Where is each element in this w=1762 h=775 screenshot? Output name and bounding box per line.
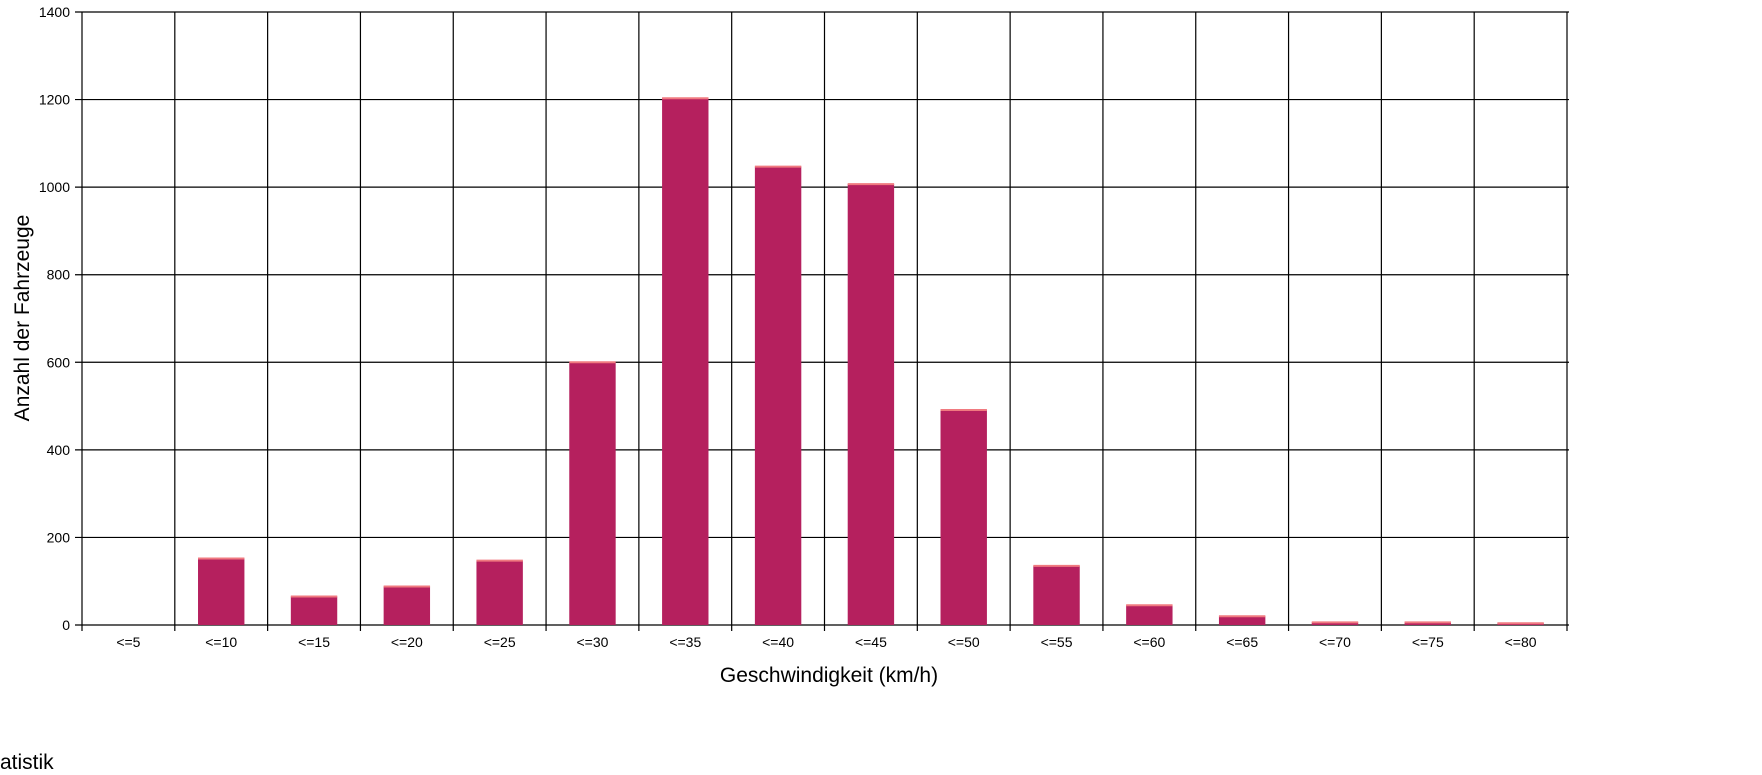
x-tick-label: <=5 — [116, 634, 140, 650]
y-tick-label: 600 — [47, 354, 71, 370]
y-axis-title: Anzahl der Fahrzeuge — [11, 215, 34, 422]
footer-label: atistik — [0, 751, 54, 774]
y-tick-label: 1400 — [39, 4, 70, 20]
x-tick-label: <=15 — [298, 634, 330, 650]
x-tick-label: <=80 — [1505, 634, 1537, 650]
y-tick-label: 1200 — [39, 92, 70, 108]
bar — [290, 596, 338, 625]
bar — [1126, 605, 1173, 625]
x-tick-label: <=20 — [391, 634, 423, 650]
x-tick-label: <=25 — [484, 634, 516, 650]
y-tick-label: 800 — [47, 267, 71, 283]
y-tick-labels: 0 200 400 600 800 1000 1200 1400 — [39, 4, 70, 633]
x-tick-label: <=40 — [762, 634, 794, 650]
bar — [476, 560, 523, 625]
x-tick-label: <=45 — [855, 634, 887, 650]
bar — [662, 98, 709, 625]
y-tick-label: 200 — [47, 529, 71, 545]
x-tick-label: <=75 — [1412, 634, 1444, 650]
bar — [569, 362, 616, 625]
bar — [1404, 622, 1451, 625]
bar — [383, 586, 431, 625]
x-tick-labels: <=5 <=10 <=15 <=20 <=25 <=30 <=35 <=40 <=45 <=50 <… — [116, 634, 1536, 650]
x-tick-label: <=50 — [948, 634, 980, 650]
bar — [1311, 622, 1359, 625]
bar — [847, 184, 895, 625]
bar — [1218, 616, 1266, 625]
bars — [198, 97, 1544, 625]
x-tick-label: <=70 — [1319, 634, 1351, 650]
x-tick-label: <=55 — [1041, 634, 1073, 650]
y-tick-label: 400 — [47, 442, 71, 458]
bar — [1033, 565, 1080, 625]
gridlines — [75, 11, 1569, 631]
x-tick-label: <=60 — [1133, 634, 1165, 650]
x-tick-label: <=65 — [1226, 634, 1258, 650]
bar — [198, 558, 245, 625]
x-tick-label: <=35 — [669, 634, 701, 650]
y-tick-label: 0 — [62, 617, 70, 633]
x-tick-label: <=30 — [577, 634, 609, 650]
y-tick-label: 1000 — [39, 179, 70, 195]
bar — [940, 410, 987, 625]
bar — [754, 166, 802, 625]
x-axis-title: Geschwindigkeit (km/h) — [720, 664, 938, 687]
x-tick-label: <=10 — [205, 634, 237, 650]
